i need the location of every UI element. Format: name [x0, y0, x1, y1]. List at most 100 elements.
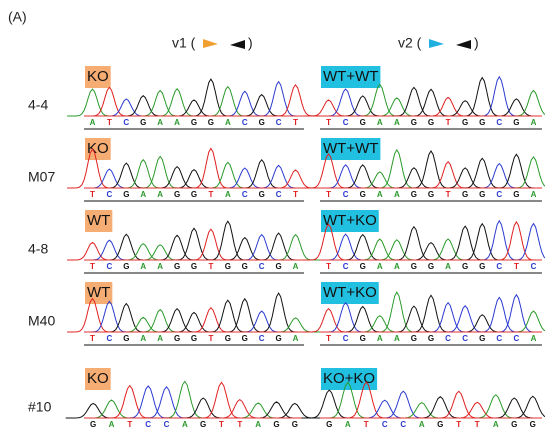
base-call: A — [157, 118, 163, 127]
genotype-tag: WT+KO — [323, 284, 377, 301]
base-call: G — [191, 334, 197, 343]
peak — [212, 400, 267, 418]
base-call: G — [360, 190, 366, 199]
peak — [152, 235, 203, 260]
peak — [186, 148, 237, 188]
base-call: C — [242, 190, 248, 199]
base-call: A — [419, 420, 425, 429]
base-call: G — [428, 262, 434, 271]
base-call: A — [394, 190, 400, 199]
base-call: G — [242, 262, 248, 271]
peak — [84, 301, 135, 332]
peak — [270, 318, 321, 332]
peak — [440, 168, 491, 188]
peak — [357, 400, 413, 418]
base-call: A — [345, 420, 351, 429]
base-call: T — [127, 420, 132, 429]
base-call: A — [531, 334, 537, 343]
base-call: A — [394, 262, 400, 271]
peak — [186, 229, 237, 260]
peak — [135, 245, 186, 260]
peak — [394, 403, 450, 418]
peak — [405, 151, 456, 188]
peak — [169, 312, 220, 332]
base-call: A — [493, 420, 499, 429]
base-call: G — [428, 334, 434, 343]
peak — [270, 170, 321, 188]
peak — [267, 404, 322, 419]
peak — [303, 309, 354, 332]
base-call: C — [445, 334, 451, 343]
peak — [491, 295, 542, 332]
peak — [413, 397, 469, 418]
peak — [101, 234, 152, 260]
base-call: A — [140, 262, 146, 271]
genotype-tag: WT+WT — [323, 68, 378, 85]
trace: WT+KOTCGAAGGCCGCCA — [303, 282, 545, 345]
base-call: T — [208, 190, 213, 199]
base-call: G — [530, 420, 536, 429]
base-call: G — [242, 334, 248, 343]
peak — [423, 162, 474, 188]
peak — [152, 309, 203, 332]
base-call: C — [106, 262, 112, 271]
base-call: G — [200, 420, 206, 429]
peak — [450, 402, 506, 418]
peak — [135, 91, 186, 117]
base-call: C — [513, 334, 519, 343]
base-call: T — [446, 190, 451, 199]
base-call: G — [191, 118, 197, 127]
peak — [84, 87, 135, 116]
peak — [67, 243, 118, 261]
peak — [337, 307, 388, 333]
base-call: G — [479, 262, 485, 271]
peak — [253, 165, 304, 188]
peak — [186, 79, 237, 116]
peak — [139, 387, 194, 418]
peak — [457, 315, 508, 332]
base-call: C — [531, 262, 537, 271]
base-call: G — [411, 190, 417, 199]
peak — [371, 292, 422, 332]
peak — [376, 391, 432, 418]
peak — [157, 381, 212, 418]
forward-primer — [203, 39, 218, 48]
base-call: C — [496, 334, 502, 343]
base-call: T — [90, 334, 95, 343]
base-call: C — [145, 420, 151, 429]
peak — [203, 221, 254, 260]
reverse-primer — [230, 40, 245, 49]
base-call: A — [293, 334, 299, 343]
base-call: C — [276, 118, 282, 127]
base-call: G — [208, 118, 214, 127]
row-label: #10 — [28, 399, 52, 415]
base-call: T — [456, 420, 461, 429]
genotype-tag: KO — [87, 370, 109, 387]
base-call: G — [462, 118, 468, 127]
base-call: C — [106, 190, 112, 199]
peak — [169, 100, 220, 116]
peak — [176, 398, 231, 418]
peak — [118, 244, 169, 260]
peak — [253, 233, 304, 260]
base-call: A — [394, 118, 400, 127]
peak — [440, 101, 491, 116]
base-call: C — [259, 334, 265, 343]
peak — [203, 162, 254, 188]
peak — [431, 391, 487, 418]
base-call: T — [446, 118, 451, 127]
base-call: C — [462, 334, 468, 343]
trace: WTTCGAAGGTGGCGA — [67, 210, 321, 273]
base-call: A — [293, 262, 299, 271]
peak — [423, 97, 474, 116]
peak — [337, 235, 388, 260]
base-call: G — [259, 118, 265, 127]
peak — [101, 163, 152, 188]
base-call: T — [514, 262, 519, 271]
peak — [337, 165, 388, 188]
base-call: G — [326, 420, 332, 429]
base-call: A — [377, 118, 383, 127]
peak — [491, 154, 542, 188]
base-call: A — [174, 118, 180, 127]
